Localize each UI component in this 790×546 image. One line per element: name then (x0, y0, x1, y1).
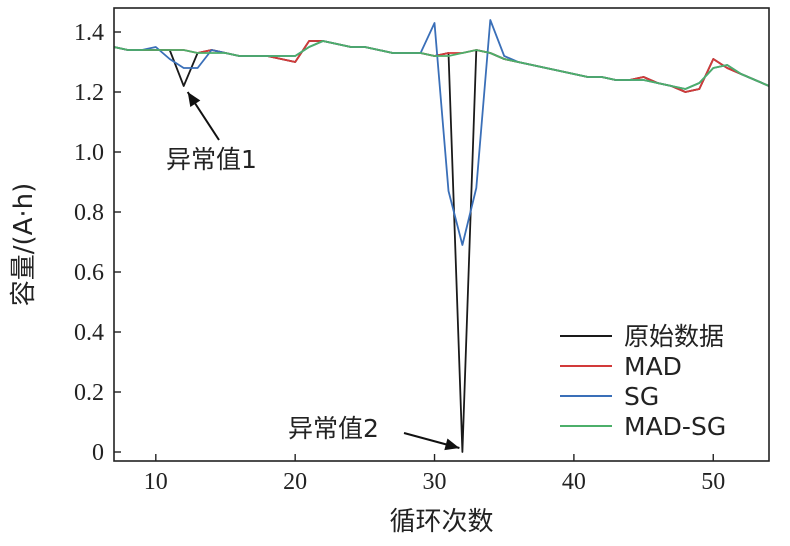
y-tick-label: 0.2 (74, 380, 104, 406)
annotation-1-arrow-head (187, 92, 201, 108)
series-line-4 (113, 40, 770, 90)
legend-label-1: 原始数据 (624, 322, 724, 351)
y-tick-label: 1.2 (74, 80, 104, 106)
x-tick-label: 20 (283, 469, 307, 495)
x-tick-label: 10 (144, 469, 168, 495)
annotation-layer: 异常值1 异常值2 (166, 91, 460, 451)
annotation-2-arrow-head (444, 438, 460, 451)
legend-label-3: SG (624, 382, 659, 411)
y-axis-title: 容量/(A·h) (9, 183, 39, 307)
y-tick-label: 1.0 (74, 140, 104, 166)
y-tick-label: 0.6 (74, 260, 104, 286)
x-axis-title: 循环次数 (389, 507, 493, 537)
legend-label-4: MAD-SG (624, 412, 726, 441)
legend-label-2: MAD (624, 352, 682, 381)
y-tick-label: 1.4 (74, 20, 104, 46)
y-tick-label: 0.4 (74, 320, 104, 346)
annotation-label-1: 异常值1 (166, 145, 257, 174)
plot-frame (113, 7, 770, 462)
axes-layer: 10 20 30 40 50 0 0.2 0.4 0.6 0.8 1.0 1.2 1.4 (74, 20, 725, 495)
y-tick-label: 0 (92, 440, 104, 466)
x-tick-label: 50 (701, 469, 725, 495)
annotation-label-2: 异常值2 (288, 414, 379, 443)
series-layer (113, 19, 770, 453)
x-tick-label: 30 (423, 469, 447, 495)
series-line-2 (113, 40, 770, 93)
x-tick-label: 40 (562, 469, 586, 495)
y-tick-label: 0.8 (74, 200, 104, 226)
